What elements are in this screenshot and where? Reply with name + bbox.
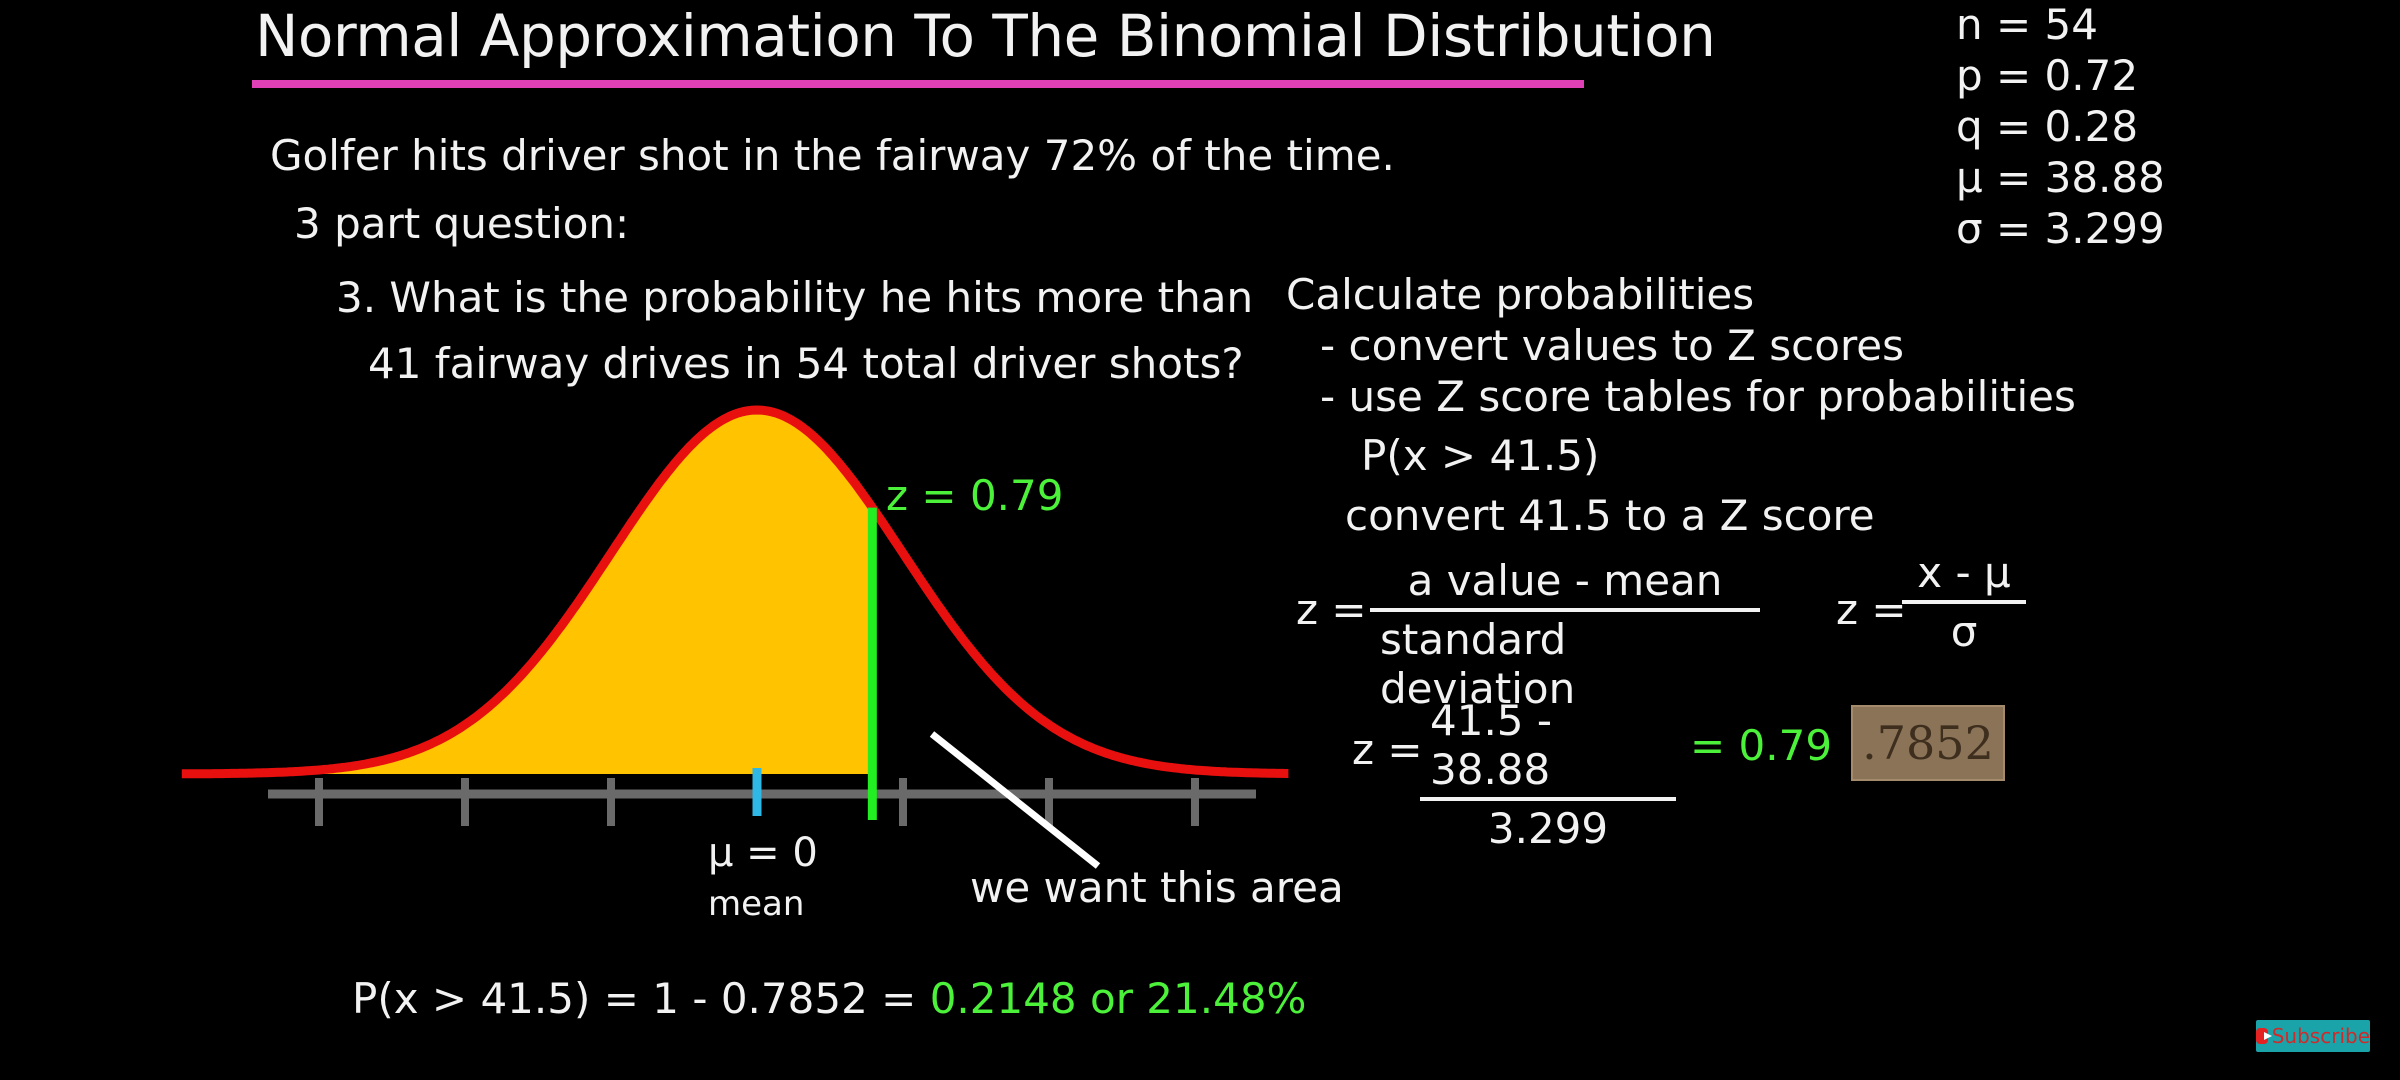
- param-sigma: σ = 3.299: [1956, 204, 2165, 253]
- computation-denominator: 3.299: [1487, 804, 1609, 853]
- z-table-value: .7852: [1851, 705, 2005, 781]
- step-convert-z: - convert values to Z scores: [1320, 321, 1905, 370]
- problem-parts: 3 part question:: [294, 199, 630, 248]
- area-annotation: we want this area: [970, 863, 1344, 912]
- final-answer-prefix: P(x > 41.5) = 1 - 0.7852 =: [352, 974, 930, 1023]
- formula-symbols-denominator: σ: [1950, 607, 1978, 656]
- subscribe-label: Subscribe: [2271, 1024, 2370, 1048]
- final-answer-result: 0.2148 or 21.48%: [929, 974, 1307, 1023]
- target-probability: P(x > 41.5): [1361, 431, 1600, 480]
- formula-symbols-fraction: x - μ σ: [1902, 548, 2026, 656]
- final-answer: P(x > 41.5) = 1 - 0.7852 = 0.2148 or 21.…: [352, 974, 1306, 1023]
- z-score-label: z = 0.79: [886, 471, 1064, 520]
- mean-label: μ = 0: [708, 830, 818, 876]
- fraction-bar: [1370, 608, 1760, 612]
- shaded-area: [181, 410, 873, 774]
- computation-result: = 0.79: [1690, 721, 1833, 770]
- formula-words-fraction: a value - mean standard deviation: [1370, 556, 1760, 713]
- param-p: p = 0.72: [1956, 51, 2139, 100]
- computation-lhs: z =: [1352, 725, 1423, 774]
- formula-words-lhs: z =: [1296, 585, 1367, 634]
- formula-symbols-lhs: z =: [1836, 585, 1907, 634]
- subscribe-button[interactable]: Subscribe: [2256, 1020, 2370, 1052]
- formula-words-numerator: a value - mean: [1407, 556, 1723, 605]
- problem-statement: Golfer hits driver shot in the fairway 7…: [270, 131, 1395, 180]
- formula-words-denominator: standard deviation: [1380, 615, 1576, 713]
- question-line-2: 41 fairway drives in 54 total driver sho…: [368, 339, 1244, 388]
- computation-fraction: 41.5 - 38.88 3.299: [1420, 696, 1676, 853]
- formula-symbols-numerator: x - μ: [1917, 548, 2011, 597]
- fraction-bar: [1902, 600, 2026, 604]
- param-n: n = 54: [1956, 0, 2098, 49]
- param-mu: μ = 38.88: [1956, 153, 2165, 202]
- youtube-icon: [2256, 1028, 2272, 1044]
- title-underline: [252, 80, 1584, 88]
- param-q: q = 0.28: [1956, 102, 2139, 151]
- axis-ticks: [315, 778, 1199, 826]
- page-title: Normal Approximation To The Binomial Dis…: [255, 2, 1716, 70]
- step-use-tables: - use Z score tables for probabilities: [1320, 372, 2076, 421]
- computation-numerator: 41.5 - 38.88: [1430, 696, 1553, 794]
- normal-curve: [180, 405, 1290, 779]
- area-pointer-line: [929, 731, 1101, 869]
- fraction-bar: [1420, 797, 1676, 801]
- mean-word: mean: [708, 884, 805, 924]
- question-line-1: 3. What is the probability he hits more …: [336, 273, 1254, 322]
- convert-instruction: convert 41.5 to a Z score: [1345, 491, 1875, 540]
- steps-heading: Calculate probabilities: [1286, 270, 1755, 319]
